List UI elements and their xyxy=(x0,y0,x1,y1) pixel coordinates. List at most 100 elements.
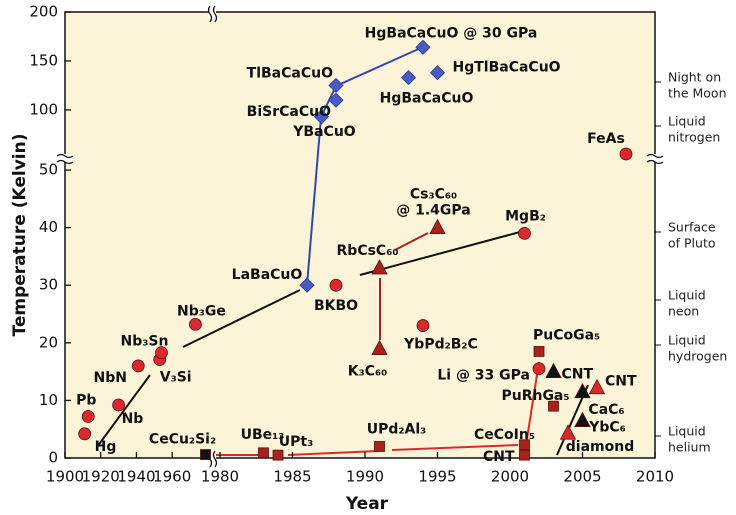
point xyxy=(429,218,446,235)
point xyxy=(429,65,446,81)
point-label: CeCu₂Si₂ xyxy=(149,432,216,448)
markers xyxy=(78,39,633,461)
point xyxy=(112,398,125,412)
point-label: Cs₃C₆₀ xyxy=(410,187,457,203)
point-label: BiSrCaCuO xyxy=(247,104,331,120)
point xyxy=(299,277,315,293)
point xyxy=(78,427,92,441)
point xyxy=(518,226,531,240)
heavy-fermion-line xyxy=(391,444,519,451)
y-tick-label: 30 xyxy=(39,276,58,294)
point xyxy=(313,109,330,125)
y-tick-label: 40 xyxy=(39,218,58,236)
point-label: PuCoGa₅ xyxy=(533,327,600,343)
heavy-fermion-line xyxy=(287,450,379,456)
point-label: RbCsC₆₀ xyxy=(337,243,399,259)
point xyxy=(533,346,545,357)
x-tick-label: 1920 xyxy=(82,468,120,486)
x-tick-label: 2000 xyxy=(491,468,529,486)
x-tick-label: 1980 xyxy=(201,468,239,486)
point xyxy=(400,70,417,86)
point xyxy=(574,382,591,399)
point-label: YBaCuO xyxy=(292,124,355,140)
x-tick-label: 2005 xyxy=(563,468,601,486)
x-axis-title: Year xyxy=(345,494,389,514)
point xyxy=(371,259,388,275)
point-label: CeCoIn₅ xyxy=(474,427,535,443)
y-tick-label: 20 xyxy=(39,333,58,351)
reference-label: the Moon xyxy=(668,86,727,101)
point-label: diamond xyxy=(566,439,634,455)
y-tick-label: 100 xyxy=(29,100,58,118)
point-label: CaC₆ xyxy=(588,402,624,418)
point xyxy=(374,441,385,452)
point xyxy=(519,449,530,461)
point xyxy=(559,424,577,440)
x-tick-label: 1960 xyxy=(153,468,191,486)
x-tick-label: 1990 xyxy=(346,468,384,486)
point-label: YbPd₂B₂C xyxy=(403,337,478,353)
point-label: HgTlBaCaCuO xyxy=(453,60,561,76)
point-label: HgBaCaCuO xyxy=(380,91,474,107)
plot-area xyxy=(64,11,656,459)
point-label: Li @ 33 GPa xyxy=(437,368,530,384)
point-label: Nb₃Ge xyxy=(177,303,226,319)
reference-label: Night on xyxy=(668,70,721,85)
point xyxy=(189,317,202,331)
point-label: NbN xyxy=(94,370,127,386)
fullerene-line xyxy=(394,232,429,251)
reference-label: nitrogen xyxy=(668,130,720,145)
heavy-fermion-line xyxy=(525,361,540,446)
y-axis-title: Temperature (Kelvin) xyxy=(10,134,30,337)
point-label: Nb xyxy=(122,411,144,427)
point xyxy=(545,362,562,379)
reference-label: hydrogen xyxy=(668,349,727,364)
point-label: PuRhGa₅ xyxy=(501,388,569,404)
reference-label: Surface xyxy=(668,220,716,235)
point xyxy=(328,92,344,108)
point-label: FeAs xyxy=(587,131,625,147)
y-tick-label: 10 xyxy=(39,391,58,409)
point-label: HgBaCaCuO @ 30 GPa xyxy=(365,25,538,41)
reference-label: helium xyxy=(668,440,711,455)
point xyxy=(416,319,430,332)
point-label: UBe₁₃ xyxy=(241,427,285,443)
point-label: BKBO xyxy=(314,298,358,314)
point xyxy=(200,449,211,460)
trend-line xyxy=(359,231,521,276)
point xyxy=(328,77,344,94)
x-tick-label: 1985 xyxy=(273,468,311,486)
trend-lines xyxy=(96,46,589,456)
axis-breaks xyxy=(56,5,664,468)
y-tick-label: 0 xyxy=(48,449,58,467)
point xyxy=(574,411,591,427)
reference-label: Liquid xyxy=(668,424,706,439)
point xyxy=(588,378,606,395)
point-label: CNT xyxy=(605,374,637,390)
break-gap xyxy=(648,154,662,162)
point-label: TlBaCaCuO xyxy=(247,65,333,81)
point xyxy=(155,346,168,360)
x-tick-label: 1900 xyxy=(46,468,84,486)
cuprate-line xyxy=(306,46,424,286)
point-label: Pb xyxy=(76,393,96,409)
point-label: @ 1.4GPa xyxy=(396,203,471,219)
point xyxy=(329,278,343,292)
x-tick-label: 2010 xyxy=(636,468,674,486)
trend-line xyxy=(96,374,151,448)
reference-label: Liquid xyxy=(668,114,706,129)
reference-label: Liquid xyxy=(668,288,706,303)
point-label: MgB₂ xyxy=(505,208,546,224)
break-gap xyxy=(209,451,216,465)
point-label: YbC₆ xyxy=(588,420,626,436)
point-label: UPd₂Al₃ xyxy=(367,421,427,437)
point xyxy=(81,410,95,423)
point xyxy=(619,147,633,161)
point-label: V₃Si xyxy=(160,370,192,386)
reference-label: of Pluto xyxy=(668,236,716,251)
trend-line xyxy=(182,289,301,348)
reference-label: Liquid xyxy=(668,333,706,348)
point xyxy=(532,362,546,376)
point xyxy=(415,39,431,55)
